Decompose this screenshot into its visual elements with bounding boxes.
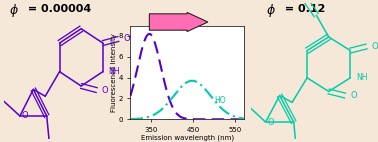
- Y-axis label: Fluorescence Intensity: Fluorescence Intensity: [111, 33, 117, 112]
- Text: O: O: [372, 42, 378, 51]
- Text: ϕ: ϕ: [266, 4, 275, 17]
- X-axis label: Emission wavelength (nm): Emission wavelength (nm): [141, 134, 234, 141]
- Text: O: O: [22, 111, 28, 120]
- Text: = 0.12: = 0.12: [281, 4, 325, 14]
- Text: O: O: [102, 86, 108, 95]
- Text: HO: HO: [214, 96, 226, 105]
- Text: O: O: [123, 35, 130, 43]
- FancyArrow shape: [149, 12, 208, 32]
- Text: NH: NH: [108, 67, 119, 76]
- Text: O: O: [350, 91, 357, 100]
- Text: O: O: [268, 118, 274, 127]
- Text: ϕ: ϕ: [9, 4, 18, 17]
- Text: NH: NH: [356, 73, 367, 82]
- Text: = 0.00004: = 0.00004: [24, 4, 91, 14]
